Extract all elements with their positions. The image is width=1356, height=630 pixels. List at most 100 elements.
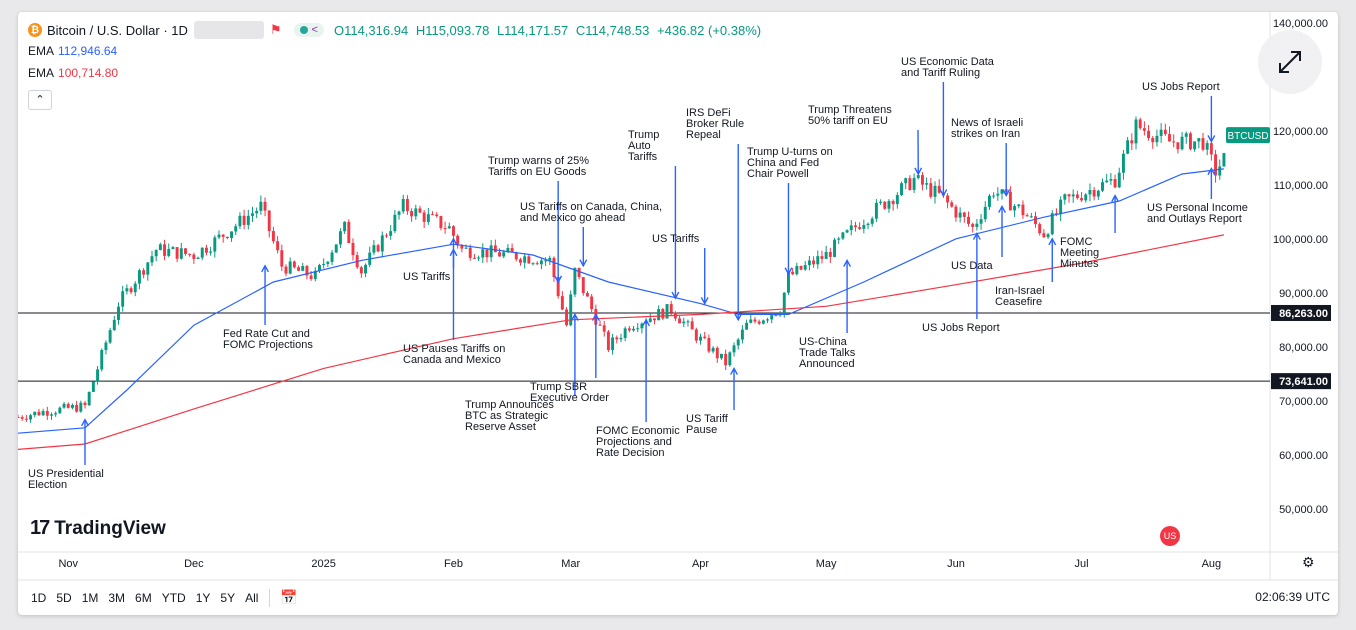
candle-body[interactable] <box>456 235 460 246</box>
candle-body[interactable] <box>58 407 62 414</box>
candle-body[interactable] <box>1096 190 1100 197</box>
candle-body[interactable] <box>1101 182 1104 191</box>
candle-body[interactable] <box>1222 153 1226 167</box>
candle-body[interactable] <box>91 381 95 392</box>
candle-body[interactable] <box>565 309 569 326</box>
candle-body[interactable] <box>979 219 983 224</box>
candle-body[interactable] <box>389 231 393 236</box>
candle-body[interactable] <box>1029 216 1033 218</box>
candle-body[interactable] <box>200 247 204 258</box>
candle-body[interactable] <box>1117 172 1121 188</box>
candle-body[interactable] <box>535 263 539 265</box>
candle-body[interactable] <box>1038 224 1042 234</box>
candle-body[interactable] <box>581 277 585 294</box>
candle-body[interactable] <box>929 183 933 197</box>
candle-body[interactable] <box>807 260 811 266</box>
candle-body[interactable] <box>284 266 288 274</box>
candle-body[interactable] <box>862 225 866 229</box>
status-pill[interactable]: < <box>293 23 324 37</box>
candle-body[interactable] <box>150 256 154 263</box>
candle-body[interactable] <box>724 353 728 366</box>
candle-body[interactable] <box>1138 119 1142 129</box>
candle-body[interactable] <box>996 193 1000 196</box>
candle-body[interactable] <box>552 257 556 278</box>
candle-body[interactable] <box>615 337 619 340</box>
collapse-legend-button[interactable]: ⌃ <box>28 90 52 110</box>
candle-body[interactable] <box>766 319 769 321</box>
candle-body[interactable] <box>1172 141 1176 143</box>
candle-body[interactable] <box>1092 189 1096 197</box>
candle-body[interactable] <box>468 247 472 258</box>
range-1d[interactable]: 1D <box>31 590 47 605</box>
candle-body[interactable] <box>380 235 384 252</box>
candle-body[interactable] <box>962 212 966 217</box>
candle-body[interactable] <box>100 350 104 370</box>
candle-body[interactable] <box>531 263 535 265</box>
candle-body[interactable] <box>62 403 66 408</box>
candle-body[interactable] <box>20 417 24 419</box>
candle-body[interactable] <box>925 183 929 185</box>
candle-body[interactable] <box>506 247 510 253</box>
candle-body[interactable] <box>334 244 338 253</box>
candle-body[interactable] <box>477 257 481 259</box>
candle-body[interactable] <box>514 252 518 260</box>
candle-body[interactable] <box>41 410 45 416</box>
ema-slow-legend[interactable]: EMA 100,714.80 <box>28 62 765 84</box>
candle-body[interactable] <box>1163 129 1167 135</box>
candle-body[interactable] <box>774 315 778 317</box>
ema-fast-legend[interactable]: EMA 112,946.64 <box>28 40 765 62</box>
candle-body[interactable] <box>992 195 996 197</box>
candle-body[interactable] <box>690 321 694 330</box>
candle-body[interactable] <box>87 391 91 406</box>
candle-body[interactable] <box>359 267 363 274</box>
candle-body[interactable] <box>184 248 187 254</box>
candle-body[interactable] <box>757 321 761 324</box>
candle-body[interactable] <box>45 410 49 416</box>
candle-body[interactable] <box>665 304 669 319</box>
candle-body[interactable] <box>1113 179 1117 188</box>
candle-body[interactable] <box>1180 136 1184 150</box>
candle-body[interactable] <box>1134 119 1138 144</box>
candle-body[interactable] <box>602 325 606 332</box>
candle-body[interactable] <box>385 235 388 237</box>
candle-body[interactable] <box>502 252 506 257</box>
symbol-title[interactable]: Bitcoin / U.S. Dollar · 1D <box>47 22 188 38</box>
candle-body[interactable] <box>108 330 112 343</box>
candle-body[interactable] <box>598 324 602 326</box>
candle-body[interactable] <box>519 259 522 263</box>
candle-body[interactable] <box>606 331 610 351</box>
candle-body[interactable] <box>849 225 853 231</box>
candle-body[interactable] <box>703 336 707 339</box>
candle-body[interactable] <box>297 267 301 271</box>
candle-body[interactable] <box>318 264 321 271</box>
range-1m[interactable]: 1M <box>81 590 99 605</box>
candle-body[interactable] <box>472 257 476 259</box>
candle-body[interactable] <box>820 256 824 259</box>
candle-body[interactable] <box>1218 166 1222 176</box>
candle-body[interactable] <box>1013 206 1017 211</box>
candle-body[interactable] <box>837 238 841 240</box>
candle-body[interactable] <box>577 267 581 278</box>
candle-body[interactable] <box>338 231 342 245</box>
candle-body[interactable] <box>221 234 225 237</box>
candle-body[interactable] <box>196 257 200 259</box>
ema-fast-line[interactable] <box>18 168 1224 434</box>
candle-body[interactable] <box>1017 204 1021 207</box>
candle-body[interactable] <box>946 195 950 203</box>
candle-body[interactable] <box>305 266 309 276</box>
flag-icon[interactable]: ⚑ <box>269 22 282 37</box>
candle-body[interactable] <box>1214 154 1218 176</box>
candle-body[interactable] <box>1193 141 1197 150</box>
candle-body[interactable] <box>786 271 790 293</box>
candle-body[interactable] <box>891 200 895 205</box>
candle-body[interactable] <box>632 328 635 331</box>
candle-body[interactable] <box>460 245 464 249</box>
candle-body[interactable] <box>280 250 284 267</box>
candle-body[interactable] <box>539 260 543 265</box>
candle-body[interactable] <box>439 216 443 229</box>
candle-body[interactable] <box>1209 143 1213 155</box>
candle-body[interactable] <box>1105 180 1109 183</box>
candle-body[interactable] <box>904 178 908 184</box>
candle-body[interactable] <box>1155 135 1159 143</box>
candle-body[interactable] <box>163 244 167 256</box>
